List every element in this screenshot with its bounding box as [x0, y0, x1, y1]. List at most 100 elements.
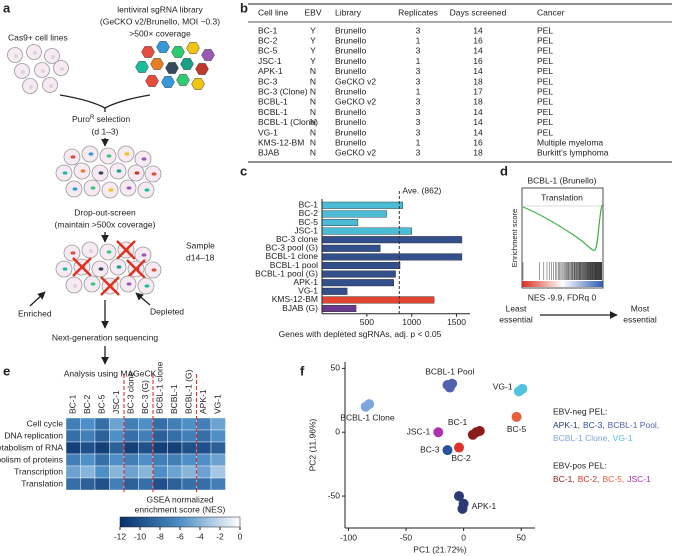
- table-cell: 16: [473, 137, 483, 147]
- heatmap-cell: [109, 453, 125, 467]
- panel-label: f: [300, 363, 305, 378]
- legend-entry: JSC-1: [627, 474, 651, 484]
- table-cell: APK-1: [258, 66, 283, 76]
- virus-particle: [171, 46, 185, 58]
- y-tick-label: BC-3 clone: [276, 234, 318, 244]
- table-cell: BC-2: [258, 35, 278, 45]
- legend-entry: BC-5,: [602, 474, 624, 484]
- table-cell: PEL: [537, 127, 553, 137]
- table-cell: 14: [473, 117, 483, 127]
- table-cell: Brunello: [335, 117, 366, 127]
- cell-marker: [151, 172, 157, 176]
- colorbar-tick-label: -2: [216, 531, 224, 541]
- heatmap-cell: [109, 441, 125, 455]
- selection-text: Puro: [72, 114, 90, 124]
- heatmap-cell: [94, 477, 110, 491]
- heatmap-cell: [94, 429, 110, 443]
- bar: [321, 244, 381, 252]
- cell-marker: [88, 152, 94, 156]
- table-cell: 3: [416, 25, 421, 35]
- virus-particle: [156, 41, 170, 53]
- heatmap-cell: [94, 417, 110, 431]
- table-cell: Brunello: [335, 35, 366, 45]
- table-cell: KMS-12-BM: [258, 137, 304, 147]
- y-tick-label: VG-1: [298, 286, 318, 296]
- heatmap-cell: [94, 441, 110, 455]
- table-cell: Multiple myeloma: [537, 137, 603, 147]
- table-header: Days screened: [450, 7, 507, 17]
- row-label: Cell cycle: [27, 418, 64, 428]
- legend-entry: VG-1: [613, 433, 633, 443]
- point: [447, 378, 458, 389]
- heatmap-cell: [181, 477, 197, 491]
- legend-title: EBV-neg PEL:: [553, 406, 607, 416]
- table-cell: 17: [473, 86, 483, 96]
- heatmap-cell: [152, 465, 168, 479]
- y-tick-label: BJAB (G): [282, 303, 318, 313]
- column-label: APK-1: [198, 389, 208, 414]
- column-label: BCBL-1 clone: [155, 361, 165, 414]
- heatmap-cell: [138, 441, 154, 455]
- row-label: DNA replication: [4, 430, 63, 440]
- virus-particle: [191, 78, 205, 90]
- arrow: [29, 291, 46, 307]
- heatmap-cell: [181, 453, 197, 467]
- table-cell: 14: [473, 25, 483, 35]
- point: [517, 383, 528, 394]
- table-cell: PEL: [537, 117, 553, 127]
- point-label: BC-2: [451, 453, 471, 463]
- heatmap-cell: [181, 429, 197, 443]
- colorbar-label: GSEA normalized: [146, 494, 213, 504]
- legend-line: APK-1, BC-3, BCBL-1 Pool,: [553, 420, 659, 430]
- axis-end-label: essential: [623, 314, 657, 324]
- heatmap-cell: [65, 429, 81, 443]
- heatmap-cell: [138, 429, 154, 443]
- panel-label: d: [500, 163, 508, 178]
- table-cell: 3: [416, 148, 421, 158]
- table-cell: Brunello: [335, 56, 366, 66]
- heatmap-cell: [167, 441, 183, 455]
- heatmap-cell: [65, 417, 81, 431]
- heatmap-cell: [196, 429, 212, 443]
- table-cell: PEL: [537, 66, 553, 76]
- cell-marker: [124, 152, 130, 156]
- y-axis-label: PC2 (11.96%): [307, 418, 317, 471]
- cell-marker: [98, 171, 104, 175]
- heatmap-cell: [123, 477, 139, 491]
- enriched-label: Enriched: [18, 308, 52, 318]
- y-tick-label: JSC-1: [294, 225, 318, 235]
- table-cell: 3: [416, 107, 421, 117]
- legend-line: BCBL-1 Clone, VG-1: [553, 433, 633, 443]
- selection-label: PuroR selection: [72, 114, 130, 124]
- depletion-cross: [72, 257, 92, 277]
- table-cell: BC-5: [258, 46, 278, 56]
- cell-marker: [144, 284, 150, 288]
- virus-particle: [195, 63, 209, 75]
- table-cell: N: [310, 76, 316, 86]
- column-label: BC-3 (G): [140, 380, 150, 414]
- colorbar-tick-label: -10: [134, 531, 147, 541]
- heatmap-cell: [181, 441, 197, 455]
- table-cell: N: [310, 148, 316, 158]
- y-tick-label: BCBL-1 pool: [270, 260, 318, 270]
- cell-nucleus: [49, 84, 53, 88]
- depletion-cross: [116, 240, 136, 260]
- heatmap-cell: [152, 429, 168, 443]
- table-cell: VG-1: [258, 127, 278, 137]
- bar: [321, 287, 348, 295]
- table-cell: Brunello: [335, 127, 366, 137]
- x-tick-label: 500: [360, 317, 374, 327]
- legend-title: EBV-pos PEL:: [553, 460, 607, 470]
- table-cell: 18: [473, 76, 483, 86]
- y-tick-label: 50: [331, 363, 341, 373]
- point: [454, 442, 464, 453]
- y-tick-label: BCBL-1 pool (G): [255, 268, 318, 278]
- analysis-label: Analysis using MAGeCK: [64, 368, 157, 378]
- y-tick-label: BC-5: [299, 217, 319, 227]
- y-tick-label: BC-3 pool (G): [266, 243, 319, 253]
- bar: [321, 210, 387, 218]
- panel-label: b: [240, 0, 248, 15]
- table-cell: N: [310, 97, 316, 107]
- cell-marker: [141, 157, 147, 161]
- table-cell: PEL: [537, 46, 553, 56]
